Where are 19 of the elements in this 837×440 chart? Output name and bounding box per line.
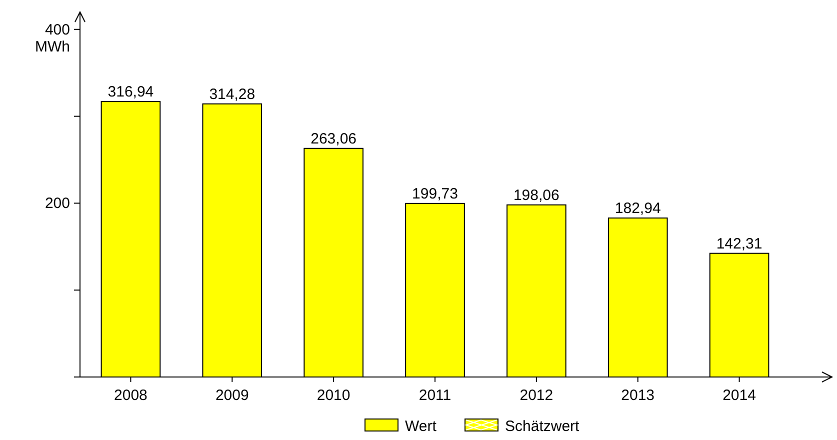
data-label: 316,94 <box>108 84 154 101</box>
y-tick-label: 400 <box>44 21 70 38</box>
data-label: 142,31 <box>716 235 762 252</box>
y-axis-title: MWh <box>35 38 70 56</box>
x-tick-label: 2010 <box>316 387 350 404</box>
data-label: 263,06 <box>310 130 357 148</box>
x-tick-label: 2009 <box>215 387 249 404</box>
data-label: 182,94 <box>614 200 661 218</box>
data-label: 314,28 <box>209 86 256 103</box>
x-tick-label: 2013 <box>621 387 655 404</box>
x-tick-label: 2014 <box>722 387 756 404</box>
data-label: 199,73 <box>412 185 458 202</box>
x-tick-label: 2012 <box>520 387 554 404</box>
legend-label: Wert <box>405 418 438 435</box>
y-tick-label: 200 <box>44 195 70 212</box>
x-tick-label: 2008 <box>114 387 148 404</box>
data-label: 198,06 <box>513 186 560 204</box>
x-tick-label: 2011 <box>418 387 452 404</box>
legend-label: Schätzwert <box>505 418 580 435</box>
